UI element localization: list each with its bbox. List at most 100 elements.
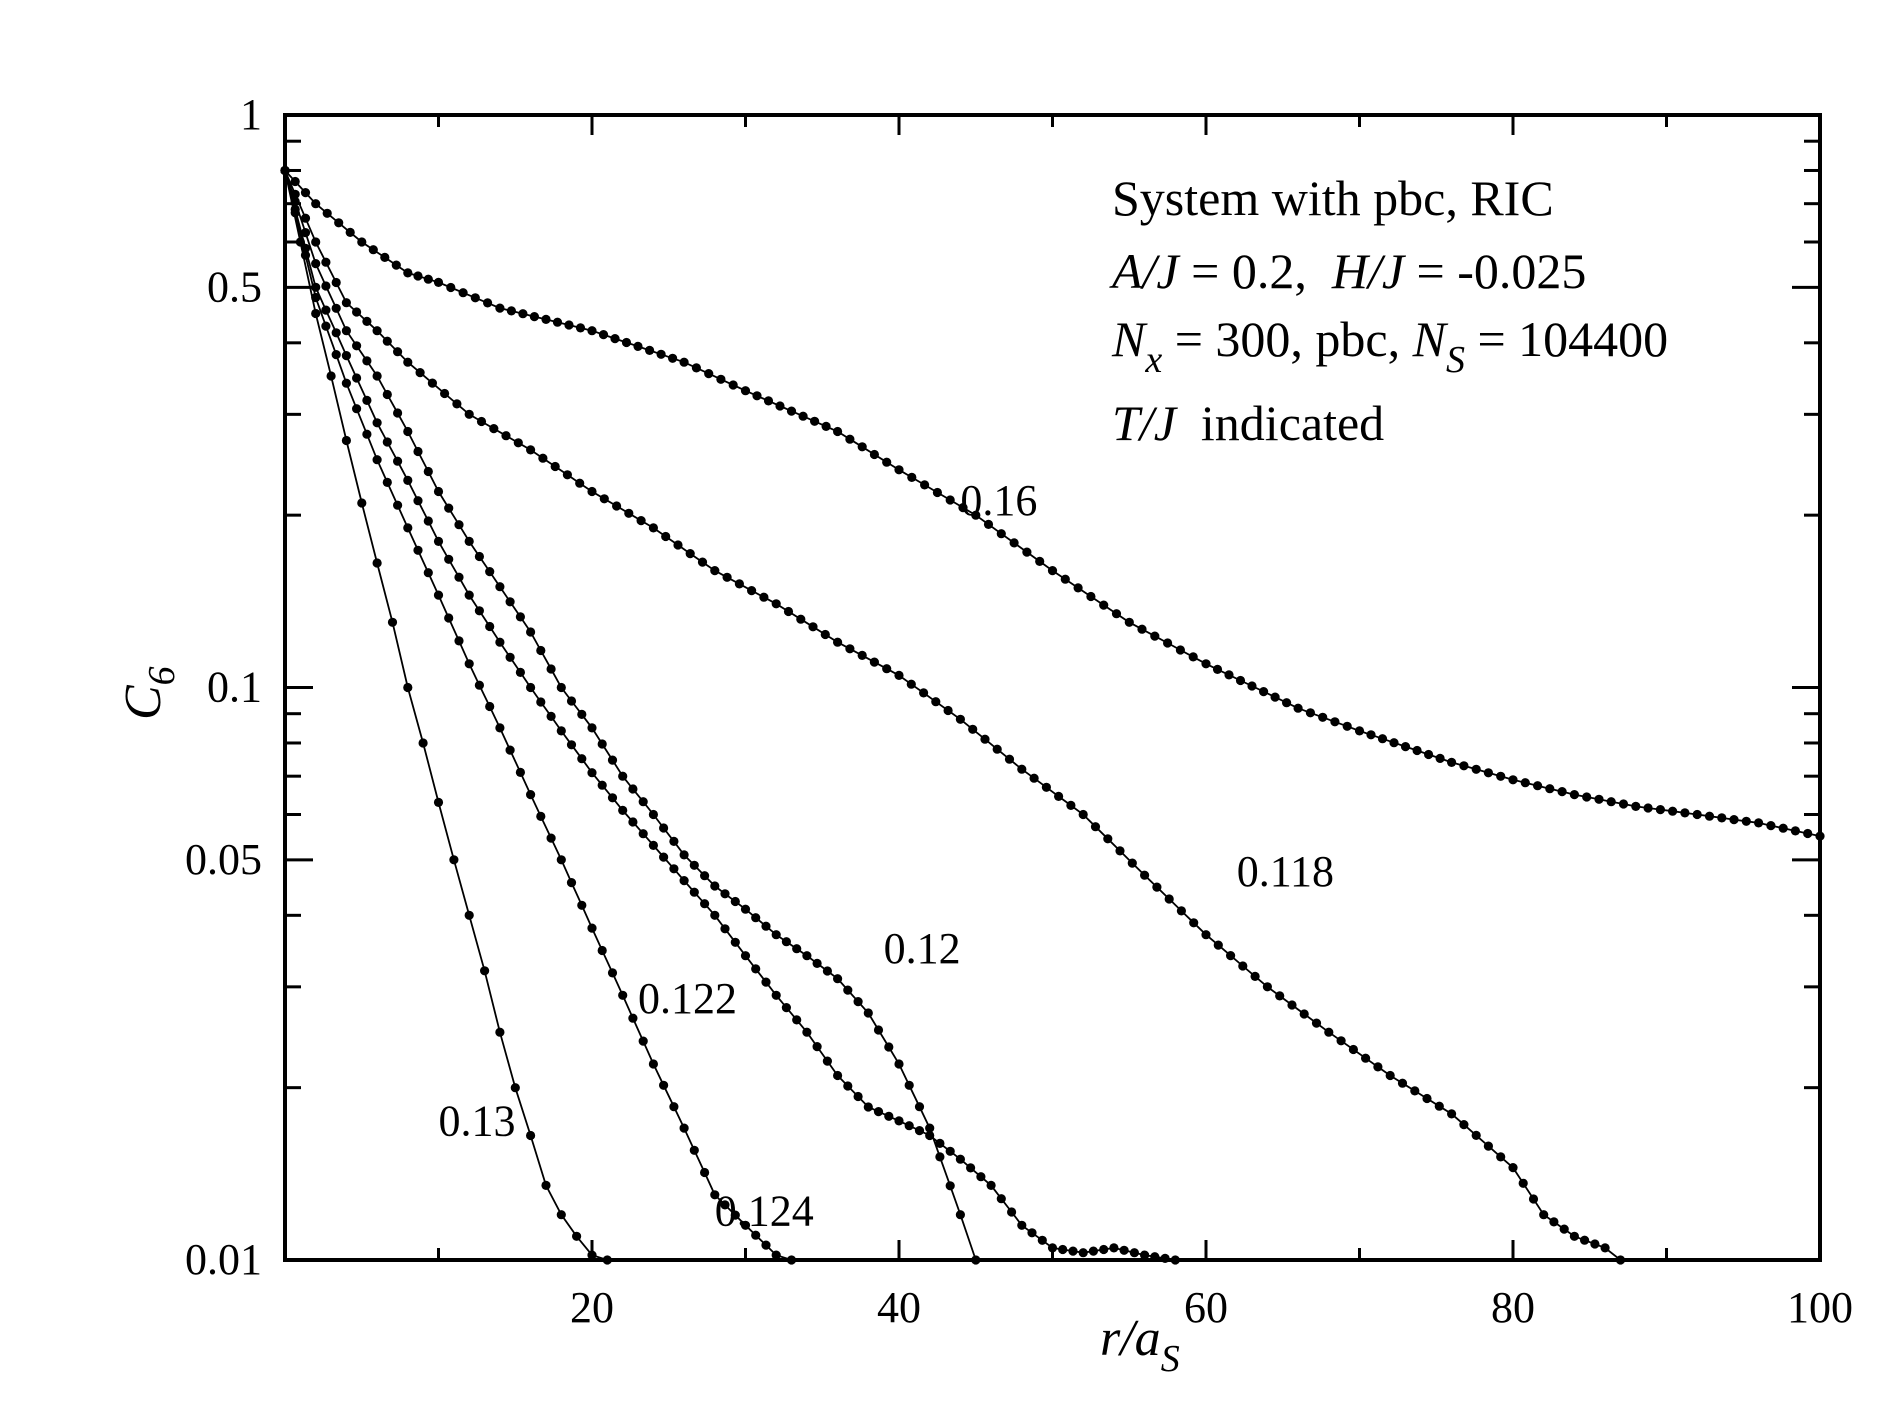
data-point bbox=[1435, 753, 1445, 764]
data-point bbox=[1213, 940, 1223, 950]
data-point bbox=[599, 494, 609, 504]
data-point bbox=[372, 371, 382, 381]
data-point bbox=[321, 281, 331, 291]
series-label: 0.122 bbox=[638, 974, 737, 1023]
data-point bbox=[935, 1138, 945, 1148]
data-point bbox=[1655, 805, 1665, 815]
data-point bbox=[669, 1102, 679, 1112]
data-point bbox=[382, 336, 392, 346]
data-point bbox=[833, 426, 843, 437]
data-point bbox=[321, 321, 331, 331]
data-point bbox=[321, 305, 331, 315]
data-point bbox=[452, 399, 462, 409]
data-point bbox=[470, 293, 480, 303]
data-point bbox=[700, 871, 710, 881]
data-point bbox=[648, 1059, 659, 1069]
data-point bbox=[610, 334, 620, 344]
data-point bbox=[326, 371, 336, 381]
data-point bbox=[536, 811, 546, 822]
data-point bbox=[679, 357, 689, 367]
data-point bbox=[747, 586, 757, 596]
data-point bbox=[914, 1102, 925, 1112]
series-label: 0.118 bbox=[1237, 847, 1334, 896]
data-point bbox=[1496, 771, 1506, 781]
data-point bbox=[393, 456, 403, 466]
data-point bbox=[925, 1123, 935, 1133]
data-point bbox=[1238, 961, 1248, 971]
data-point bbox=[423, 516, 433, 526]
series-line bbox=[284, 170, 977, 1261]
data-point bbox=[628, 1013, 638, 1023]
data-point bbox=[1459, 1120, 1469, 1130]
series-0.122: 0.122 bbox=[280, 165, 1180, 1265]
data-point bbox=[1259, 687, 1269, 697]
data-point bbox=[393, 347, 403, 357]
data-point bbox=[1152, 882, 1162, 892]
data-point bbox=[1366, 730, 1376, 740]
data-point bbox=[1424, 749, 1434, 760]
data-point bbox=[751, 964, 761, 974]
data-point bbox=[968, 724, 978, 734]
data-point bbox=[633, 341, 643, 351]
data-point bbox=[740, 951, 751, 961]
series-line bbox=[284, 170, 1176, 1261]
data-point bbox=[1643, 803, 1653, 813]
data-point bbox=[781, 1003, 792, 1013]
x-tick-label: 60 bbox=[1184, 1283, 1228, 1332]
data-point bbox=[720, 924, 730, 934]
data-point bbox=[894, 465, 904, 475]
data-point bbox=[577, 754, 587, 764]
data-point bbox=[403, 475, 413, 485]
data-point bbox=[1342, 721, 1352, 731]
data-point bbox=[781, 937, 792, 947]
data-point bbox=[1017, 764, 1027, 774]
data-point bbox=[352, 341, 362, 351]
data-point bbox=[1508, 1163, 1518, 1173]
data-point bbox=[423, 466, 433, 477]
series-0.13: 0.13 bbox=[280, 165, 612, 1265]
data-point bbox=[1508, 775, 1518, 785]
data-point bbox=[433, 486, 444, 497]
data-point bbox=[458, 288, 468, 298]
data-point bbox=[300, 188, 311, 198]
data-point bbox=[566, 878, 577, 888]
data-point bbox=[1176, 906, 1186, 916]
data-point bbox=[352, 404, 362, 414]
data-point bbox=[943, 705, 953, 716]
data-point bbox=[730, 1210, 740, 1220]
data-point bbox=[1471, 1130, 1481, 1140]
data-point bbox=[300, 228, 311, 238]
data-point bbox=[433, 797, 444, 808]
data-point bbox=[587, 768, 597, 778]
data-point bbox=[1058, 1244, 1068, 1255]
data-point bbox=[792, 944, 802, 954]
data-point bbox=[444, 613, 454, 623]
data-point bbox=[730, 896, 740, 907]
data-point bbox=[1293, 703, 1303, 713]
data-point bbox=[1336, 1036, 1346, 1046]
data-point bbox=[413, 545, 423, 555]
data-point bbox=[863, 1102, 873, 1112]
data-point bbox=[843, 985, 853, 995]
data-point bbox=[1434, 1101, 1444, 1111]
data-point bbox=[495, 1027, 505, 1037]
data-point bbox=[1412, 745, 1422, 756]
data-point bbox=[483, 298, 493, 308]
data-point bbox=[752, 391, 762, 401]
y-axis-label: C6 bbox=[115, 666, 183, 720]
data-point bbox=[464, 659, 474, 669]
data-point bbox=[645, 345, 655, 355]
data-point bbox=[1103, 834, 1113, 844]
data-point bbox=[510, 1083, 520, 1093]
data-point bbox=[638, 1036, 648, 1046]
data-point bbox=[689, 887, 699, 897]
data-point bbox=[485, 567, 495, 577]
data-point bbox=[1717, 813, 1727, 823]
annotation-line-2: A/J = 0.2, H/J = -0.025 bbox=[1109, 243, 1586, 299]
data-point bbox=[403, 357, 413, 367]
data-point bbox=[1729, 815, 1739, 825]
data-point bbox=[661, 531, 671, 542]
data-point bbox=[562, 470, 573, 480]
data-point bbox=[1111, 609, 1122, 619]
data-point bbox=[587, 486, 597, 497]
